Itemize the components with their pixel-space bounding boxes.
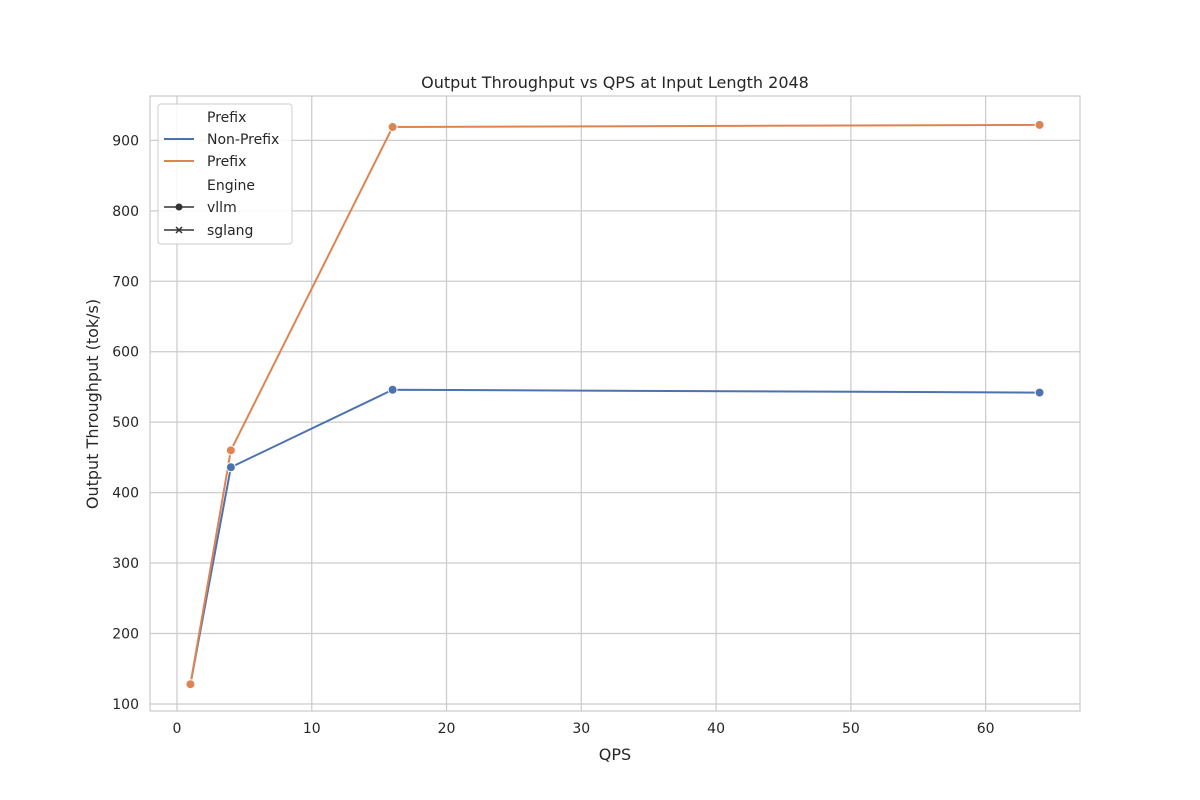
- x-tick-label: 60: [977, 721, 995, 737]
- series-line-prefix: [189, 123, 1041, 686]
- x-tick-labels: 0 10 20 30 40 50 60: [172, 721, 994, 737]
- x-tick-label: 20: [438, 721, 456, 737]
- x-axis-label: QPS: [599, 745, 631, 764]
- y-tick-labels: 100 200 300 400 500 600 700 800 900: [112, 133, 139, 713]
- plot-frame: [149, 95, 1081, 712]
- y-tick-label: 600: [112, 345, 139, 361]
- series-lines: [189, 123, 1041, 686]
- legend-group-title-engine: Engine: [207, 178, 255, 194]
- x-tick-label: 10: [303, 721, 321, 737]
- series-markers: [185, 119, 1045, 690]
- data-point-non-prefix: [387, 384, 398, 395]
- legend-label-vllm: vllm: [207, 200, 237, 216]
- data-point-non-prefix: [225, 462, 236, 473]
- x-tick-label: 50: [842, 721, 860, 737]
- y-tick-label: 800: [112, 204, 139, 220]
- x-tick-label: 0: [172, 721, 181, 737]
- grid-lines: [150, 96, 1080, 711]
- legend-marker-circle-icon: [175, 203, 183, 211]
- legend-marker-x-icon: [175, 226, 183, 234]
- y-tick-label: 200: [112, 627, 139, 643]
- legend-label-sglang: sglang: [207, 223, 253, 239]
- x-tick-label: 30: [572, 721, 590, 737]
- y-axis-label: Output Throughput (tok/s): [83, 299, 102, 509]
- y-tick-label: 500: [112, 415, 139, 431]
- legend-label-non-prefix: Non-Prefix: [207, 132, 279, 148]
- legend: Prefix Non-Prefix Prefix Engine vllm sgl…: [157, 103, 293, 245]
- x-tick-label: 40: [707, 721, 725, 737]
- series-line-non-prefix: [189, 388, 1041, 686]
- y-tick-label: 100: [112, 697, 139, 713]
- data-point-prefix: [225, 445, 236, 456]
- data-point-prefix: [387, 121, 398, 132]
- y-tick-label: 400: [112, 486, 139, 502]
- y-tick-label: 900: [112, 133, 139, 149]
- data-point-prefix: [1034, 119, 1045, 130]
- plot-area: [150, 96, 1080, 711]
- y-tick-label: 700: [112, 274, 139, 290]
- chart-title: Output Throughput vs QPS at Input Length…: [421, 73, 809, 92]
- legend-label-prefix: Prefix: [207, 154, 246, 170]
- y-tick-label: 300: [112, 556, 139, 572]
- data-point-non-prefix: [1034, 387, 1045, 398]
- legend-group-title-prefix: Prefix: [207, 110, 246, 126]
- data-point-prefix: [185, 679, 196, 690]
